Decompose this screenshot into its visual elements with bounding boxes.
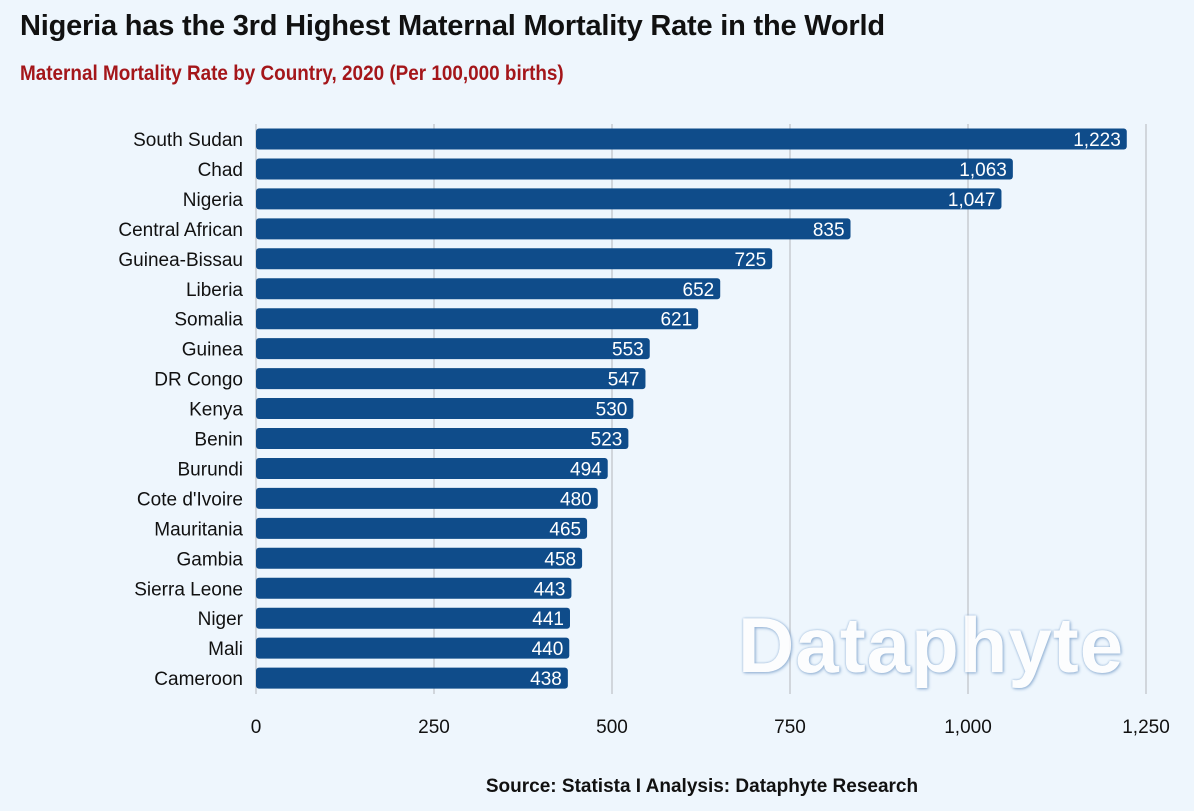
data-label: 835 <box>813 220 845 241</box>
bar <box>256 368 646 390</box>
x-axis-tick-labels: 0 250 500 750 1,000 1,250 <box>251 717 1170 738</box>
bar <box>256 128 1127 150</box>
category-label: Cameroon <box>154 669 243 690</box>
category-label: Nigeria <box>183 190 244 211</box>
category-label: Benin <box>194 430 243 451</box>
data-label: 440 <box>532 639 564 660</box>
category-label: South Sudan <box>133 130 243 151</box>
category-label: Liberia <box>186 280 243 301</box>
x-tick-label: 0 <box>251 717 262 738</box>
category-label: Chad <box>198 160 243 181</box>
data-label: 443 <box>534 579 566 600</box>
data-label: 652 <box>683 280 715 301</box>
bar <box>256 398 634 420</box>
bar <box>256 517 588 539</box>
bar <box>256 428 629 449</box>
data-label: 1,223 <box>1073 130 1121 151</box>
bar <box>256 158 1013 180</box>
bar <box>256 547 583 569</box>
data-label: 441 <box>532 609 564 630</box>
data-label: 523 <box>591 430 623 451</box>
category-label: DR Congo <box>154 370 243 391</box>
bar <box>256 667 568 689</box>
bar <box>256 308 699 330</box>
category-label: Central African <box>118 220 243 241</box>
bar <box>256 218 851 240</box>
data-label: 621 <box>660 310 692 331</box>
data-label: 1,063 <box>959 160 1007 181</box>
category-labels: South Sudan Chad Nigeria Central African Gui… <box>118 130 243 690</box>
x-tick-label: 250 <box>418 717 450 738</box>
category-label: Somalia <box>174 310 243 331</box>
category-label: Niger <box>198 609 244 630</box>
x-tick-label: 750 <box>774 717 806 738</box>
chart-subtitle: Maternal Mortality Rate by Country, 2020… <box>20 62 564 85</box>
data-label: 530 <box>596 400 628 421</box>
watermark-logo: Dataphyte <box>738 601 1125 689</box>
bar <box>256 278 721 300</box>
data-label: 480 <box>560 489 592 510</box>
x-tick-label: 500 <box>596 717 628 738</box>
bar <box>256 637 570 659</box>
bar <box>256 457 608 479</box>
source-note: Source: Statista I Analysis: Dataphyte R… <box>485 776 919 797</box>
data-label: 465 <box>549 519 581 540</box>
data-label: 1,047 <box>948 190 996 211</box>
category-label: Gambia <box>176 549 243 570</box>
x-tick-label: 1,250 <box>1122 717 1170 738</box>
bar <box>256 577 572 599</box>
bar <box>256 188 1002 210</box>
chart-title: Nigeria has the 3rd Highest Maternal Mor… <box>20 10 885 42</box>
x-tick-label: 1,000 <box>944 717 992 738</box>
data-label: 553 <box>612 340 644 361</box>
category-label: Mali <box>208 639 243 660</box>
bars: 1,223 1,063 1,047 835 725 652 621 553 547 530 523 4… <box>256 128 1127 690</box>
data-label: 547 <box>608 370 640 391</box>
category-label: Burundi <box>178 459 244 480</box>
category-label: Cote d'Ivoire <box>137 489 243 510</box>
bar <box>256 248 773 270</box>
category-label: Mauritania <box>154 519 243 540</box>
data-label: 458 <box>544 549 576 570</box>
category-label: Guinea-Bissau <box>118 250 243 271</box>
data-label: 725 <box>734 250 766 271</box>
bar <box>256 607 570 629</box>
category-label: Guinea <box>182 340 244 361</box>
bar <box>256 338 650 360</box>
data-label: 438 <box>530 669 562 690</box>
data-label: 494 <box>570 459 602 480</box>
category-label: Kenya <box>189 400 243 421</box>
category-label: Sierra Leone <box>134 579 243 600</box>
bar <box>256 487 598 509</box>
